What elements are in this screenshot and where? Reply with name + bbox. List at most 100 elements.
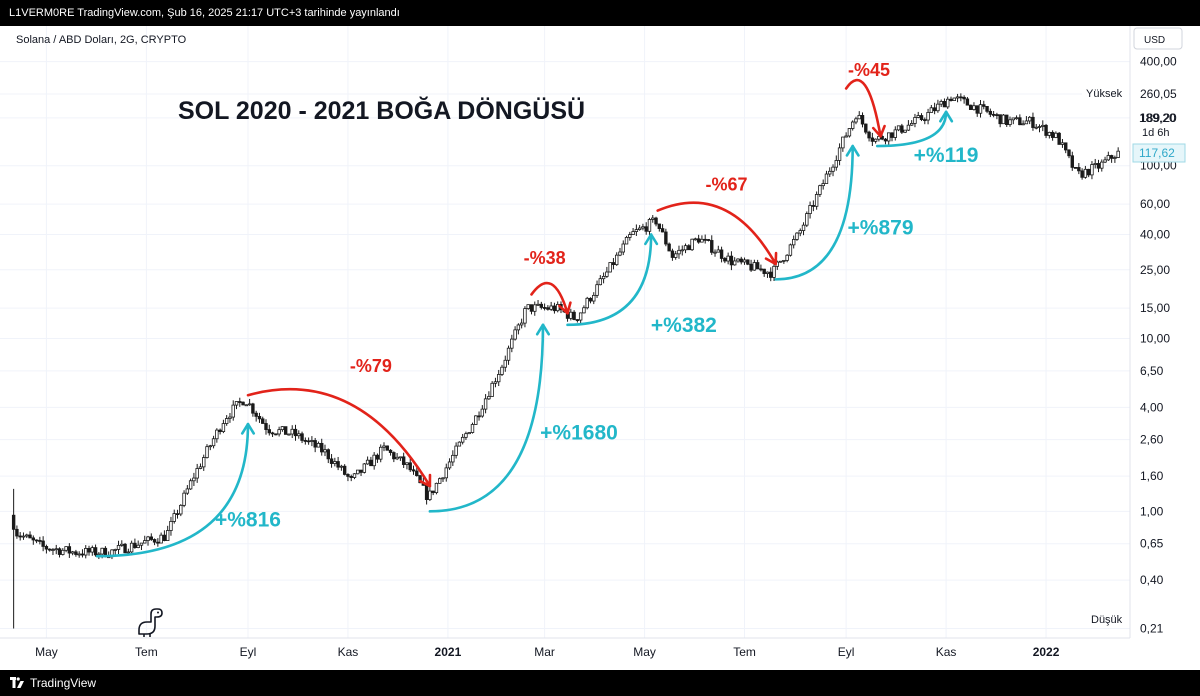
candle-body <box>470 424 475 433</box>
annotation-label: -%38 <box>524 248 566 268</box>
candle-body <box>493 381 498 384</box>
annotation-arrowhead <box>558 301 572 315</box>
candle-body <box>195 468 199 479</box>
candle-body <box>1001 114 1006 125</box>
candle-body <box>739 258 743 263</box>
candle-body <box>523 308 527 324</box>
candle-body <box>474 415 478 425</box>
candle-body <box>942 101 947 108</box>
candle-body <box>572 311 576 320</box>
candle-body <box>680 249 684 252</box>
dinosaur-icon[interactable] <box>138 608 163 637</box>
high-price-label: Yüksek <box>1082 84 1129 101</box>
candle-body <box>454 445 458 456</box>
candle-body <box>392 452 396 460</box>
price-chart[interactable]: +%816 -%79 +%1680 -%38 +%382 -%67 +%879 -%45 +%1… <box>0 26 1200 670</box>
candle-body <box>424 484 429 500</box>
candle-body <box>916 115 920 118</box>
candle-body <box>749 263 753 271</box>
candle-body <box>575 319 580 321</box>
candle-body <box>860 115 865 125</box>
candle-body <box>251 403 255 414</box>
candle-body <box>552 305 557 312</box>
candle-body <box>323 449 327 453</box>
candle-body <box>1044 124 1048 136</box>
x-tick-label: Tem <box>733 645 756 659</box>
annotation-label: -%67 <box>705 174 747 194</box>
price-axis[interactable]: 400,00260,05189,20100,0060,0040,0025,001… <box>1140 55 1177 636</box>
candle-body <box>982 104 986 107</box>
candle-body <box>418 475 422 484</box>
candle-body <box>326 449 330 460</box>
candle-body <box>21 535 26 538</box>
footer-brand: TradingView <box>30 676 97 690</box>
candle-body <box>18 535 22 538</box>
y-tick-label: 1,60 <box>1140 469 1164 483</box>
last-price: 117,62 <box>1139 146 1175 160</box>
candle-body <box>585 297 589 309</box>
candle-body <box>939 101 943 105</box>
candle-body <box>605 271 609 277</box>
candle-body <box>526 304 530 310</box>
candle-body <box>762 268 766 274</box>
time-axis[interactable]: May Tem Eyl Kas 2021 Mar May Tem Eyl Kas 2022 <box>35 645 1060 659</box>
candle-body <box>428 490 432 500</box>
candle-body <box>54 548 58 551</box>
annotation-label: +%816 <box>215 508 281 531</box>
candle-body <box>844 135 848 138</box>
candle-body <box>228 416 232 419</box>
candle-body <box>362 463 367 473</box>
candle-body <box>696 238 701 243</box>
candle-body <box>690 238 694 251</box>
candle-body <box>1100 161 1104 169</box>
annotation-arrow <box>774 144 854 281</box>
candle-body <box>1031 116 1035 128</box>
candle-body <box>172 513 176 522</box>
candle-body <box>965 98 970 106</box>
x-tick-label: Mar <box>534 645 555 659</box>
candle-body <box>238 401 242 403</box>
candle-body <box>516 324 521 331</box>
candle-body <box>700 238 704 243</box>
current-price-badge: 189,20 1d 6h <box>1139 111 1176 139</box>
annotation-label: +%119 <box>914 144 979 167</box>
candle-body <box>254 412 258 417</box>
candle-body <box>408 462 412 471</box>
candle-body <box>1109 155 1114 159</box>
candle-body <box>755 262 760 270</box>
x-tick-label: Kas <box>338 645 359 659</box>
currency-button[interactable]: USD <box>1133 27 1183 50</box>
candle-body <box>346 474 350 477</box>
candle-body <box>788 244 793 256</box>
candle-body <box>149 536 153 540</box>
candle-body <box>382 445 386 448</box>
candle-body <box>500 366 504 375</box>
candle-body <box>1037 126 1042 128</box>
candle-body <box>510 338 514 349</box>
candle-body <box>1024 120 1029 125</box>
annotation-arrow <box>875 110 948 148</box>
symbol-label[interactable]: Solana / ABD Doları, 2G, CRYPTO <box>16 34 187 46</box>
candle-body <box>457 441 462 447</box>
chart-panel[interactable]: +%816 -%79 +%1680 -%38 +%382 -%67 +%879 -%45 +%1… <box>0 26 1200 670</box>
candle-body <box>615 254 619 266</box>
candle-body <box>808 205 812 214</box>
candle-body <box>782 259 786 262</box>
low-price-label: Düşük <box>1088 610 1129 627</box>
candle-body <box>379 446 383 460</box>
candle-body <box>674 253 678 258</box>
candle-body <box>415 470 419 477</box>
candle-body <box>926 112 930 121</box>
candle-body <box>598 278 603 286</box>
candle-body <box>791 239 796 246</box>
y-tick-label: 25,00 <box>1140 263 1170 277</box>
candle-body <box>133 542 137 548</box>
candle-body <box>41 540 45 547</box>
candle-body <box>247 403 252 406</box>
candle-body <box>1083 168 1088 178</box>
candle-body <box>61 549 65 555</box>
candle-body <box>542 307 547 309</box>
candle-body <box>1070 155 1074 168</box>
candle-body <box>723 258 727 262</box>
candle-body <box>1008 119 1012 126</box>
